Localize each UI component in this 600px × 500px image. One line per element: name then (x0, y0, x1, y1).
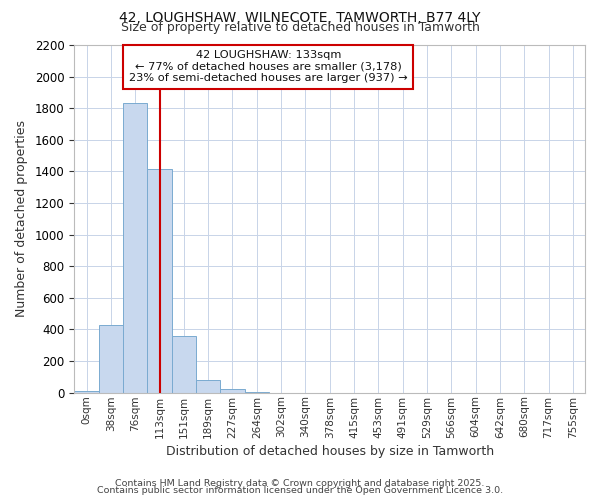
Bar (220, 390, 245, 392)
Text: Size of property relative to detached houses in Tamworth: Size of property relative to detached ho… (121, 22, 479, 35)
X-axis label: Distribution of detached houses by size in Tamworth: Distribution of detached houses by size … (166, 444, 494, 458)
Text: Contains HM Land Registry data © Crown copyright and database right 2025.: Contains HM Land Registry data © Crown c… (115, 478, 485, 488)
Bar (172, 336, 196, 392)
Bar (148, 169, 172, 392)
Y-axis label: Number of detached properties: Number of detached properties (15, 120, 28, 318)
Text: Contains public sector information licensed under the Open Government Licence 3.: Contains public sector information licen… (97, 486, 503, 495)
Bar (74, 391, 99, 392)
Text: 42 LOUGHSHAW: 133sqm
← 77% of detached houses are smaller (3,178)
23% of semi-de: 42 LOUGHSHAW: 133sqm ← 77% of detached h… (129, 50, 408, 84)
Bar (99, 324, 123, 392)
Text: 42, LOUGHSHAW, WILNECOTE, TAMWORTH, B77 4LY: 42, LOUGHSHAW, WILNECOTE, TAMWORTH, B77 … (119, 11, 481, 25)
Bar (123, 104, 148, 393)
Bar (196, 380, 220, 392)
